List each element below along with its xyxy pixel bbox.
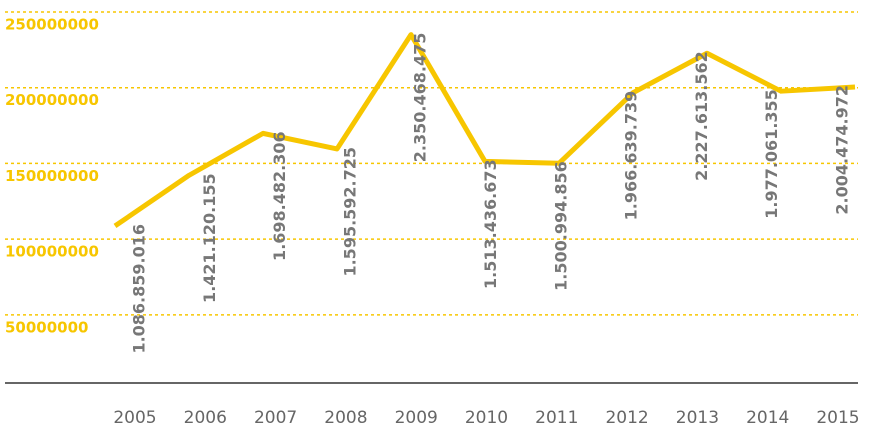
x-tick-label: 2009 [395,408,438,428]
x-tick-label: 2013 [676,408,719,428]
x-tick-label: 2010 [465,408,508,428]
data-label: 1.977.061.355 [762,89,781,219]
x-tick-label: 2015 [816,408,859,428]
data-label: 1.513.436.673 [481,159,500,289]
data-label: 1.421.120.155 [200,173,219,303]
data-label: 2.227.613.562 [692,51,711,181]
data-label: 1.500.994.856 [551,161,570,291]
x-tick-label: 2008 [324,408,367,428]
x-tick-label: 2007 [254,408,297,428]
y-tick-label: 100000000 [5,243,99,261]
data-label: 1.966.639.739 [622,91,641,221]
y-tick-label: 150000000 [5,167,99,185]
x-tick-label: 2006 [184,408,227,428]
data-label: 1.698.482.306 [270,131,289,261]
y-tick-label: 50000000 [5,318,89,336]
y-tick-label: 200000000 [5,91,99,109]
line [113,32,856,229]
x-tick-label: 2014 [746,408,789,428]
x-tick-label: 2005 [113,408,156,428]
y-tick-label: 250000000 [5,16,99,34]
data-label: 1.595.592.725 [340,147,359,277]
x-tick-label: 2012 [605,408,648,428]
data-label: 2.350.468.475 [411,33,430,163]
data-label: 2.004.474.972 [833,85,852,215]
data-label: 1.086.859.016 [130,224,149,354]
x-tick-label: 2011 [535,408,578,428]
